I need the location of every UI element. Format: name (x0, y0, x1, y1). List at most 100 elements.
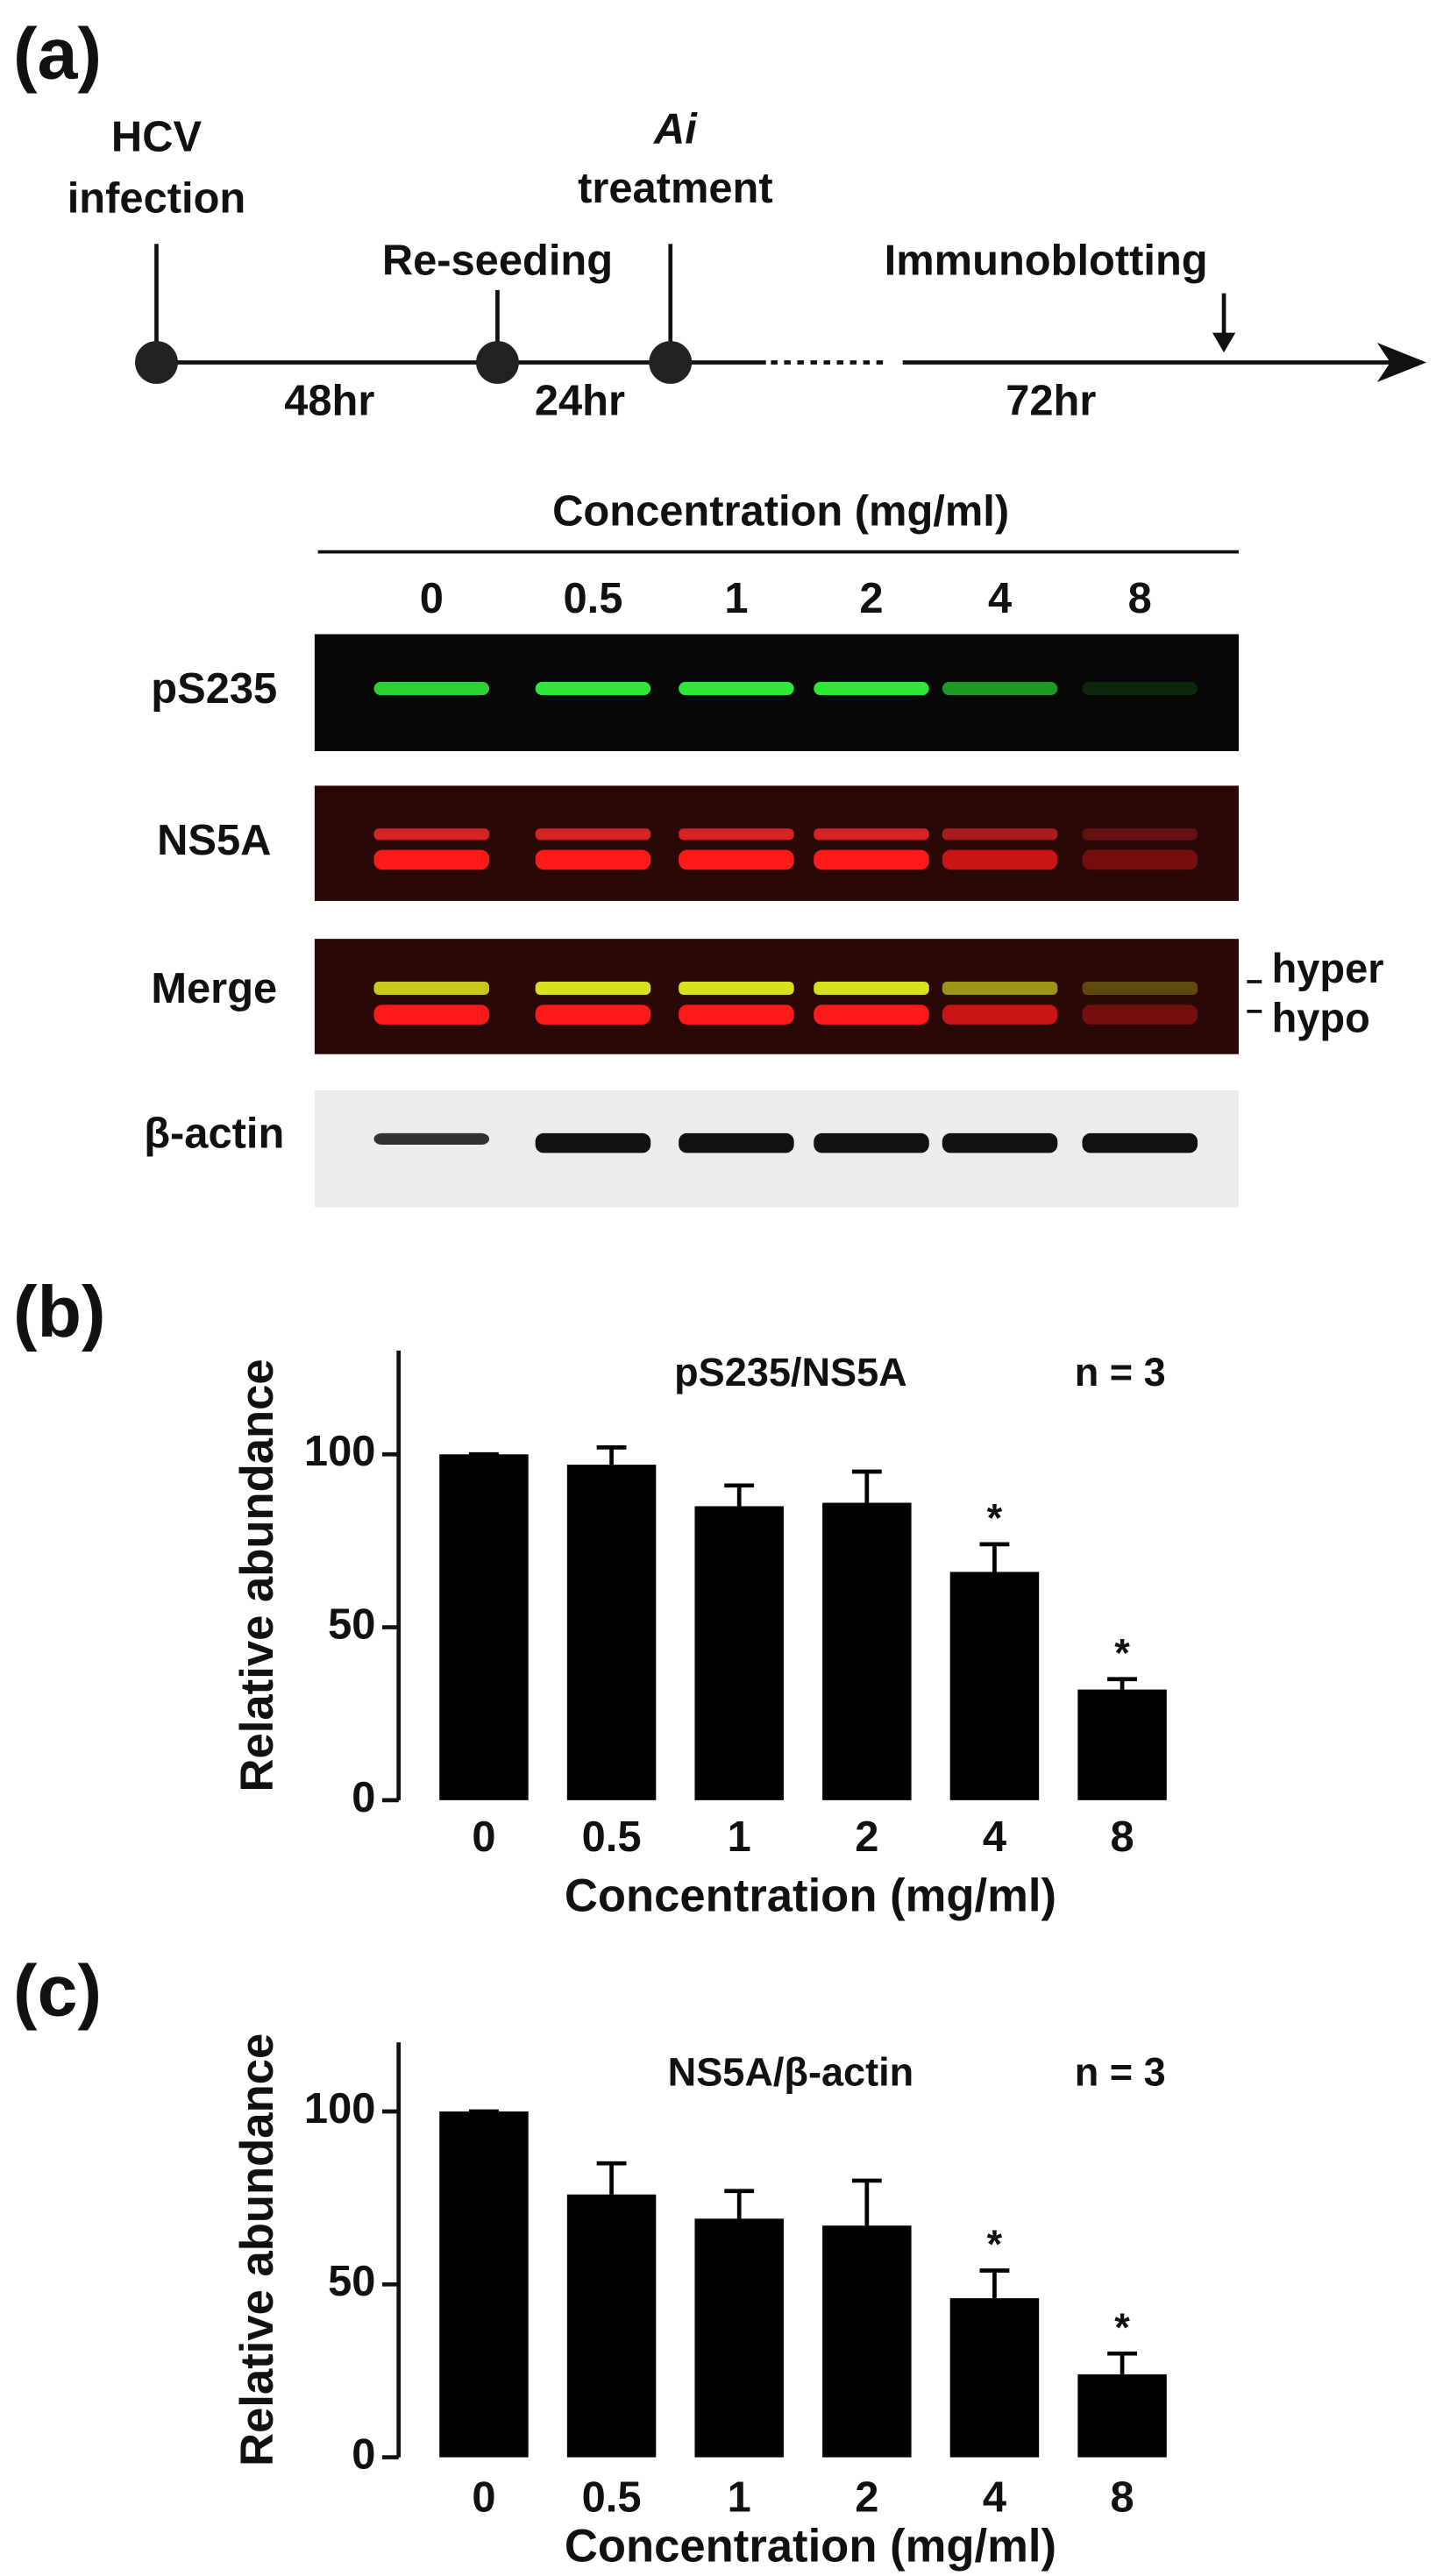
arrow-head (1212, 332, 1236, 353)
y-tick-label: 0 (352, 1774, 375, 1821)
x-tick-label: 2 (855, 2473, 878, 2521)
error-bar (851, 2178, 882, 2226)
x-tick-label: 0.5 (582, 1813, 642, 1861)
x-tick-label: 2 (855, 1813, 878, 1861)
band (679, 849, 794, 870)
lane-label: 4 (988, 575, 1012, 622)
event-label: treatment (578, 165, 773, 212)
x-tick-label: 0 (472, 1813, 495, 1861)
lane-label: 8 (1128, 575, 1152, 622)
band-label: hyper (1272, 945, 1384, 991)
event-label: infection (68, 174, 246, 222)
lane-label: 1 (724, 575, 748, 622)
event-label: Ai (653, 105, 698, 153)
band (814, 849, 929, 870)
significance-mark: * (1114, 1630, 1130, 1675)
panel-label: (b) (13, 1271, 106, 1352)
error-bar (596, 1445, 627, 1465)
band (1082, 1004, 1198, 1025)
bar (949, 2298, 1040, 2458)
band (535, 982, 651, 996)
lane-label: 2 (859, 575, 883, 622)
band (373, 1004, 490, 1025)
bar (694, 2218, 784, 2458)
band (814, 1132, 929, 1153)
band (373, 849, 490, 870)
event-label: Re-seeding (382, 238, 613, 285)
band (535, 682, 651, 696)
band (535, 1132, 651, 1153)
y-tick-label: 50 (328, 2258, 375, 2305)
bar (1077, 1689, 1167, 1800)
bar (566, 2194, 657, 2458)
blot-panel (314, 785, 1240, 901)
event-label: Immunoblotting (885, 238, 1208, 285)
band (814, 1004, 929, 1025)
row-label: pS235 (151, 665, 277, 713)
annotation: n = 3 (1075, 1350, 1166, 1394)
x-axis-label: Concentration (mg/ml) (565, 2521, 1056, 2572)
chart-title: NS5A/β-actin (668, 2050, 914, 2095)
error-bar (979, 2268, 1010, 2299)
duration-label: 48hr (284, 377, 374, 424)
x-tick-label: 1 (728, 1813, 751, 1861)
bar (566, 1465, 657, 1800)
error-bar (1107, 1677, 1137, 1690)
x-tick-label: 0.5 (582, 2473, 642, 2521)
significance-mark: * (987, 2222, 1003, 2267)
bar (439, 1454, 529, 1800)
band (942, 828, 1058, 841)
duration-label: 24hr (535, 377, 625, 424)
y-tick-label: 100 (304, 2085, 375, 2132)
bar (439, 2111, 529, 2458)
band-label: hypo (1272, 995, 1370, 1041)
bar (949, 1572, 1040, 1800)
event-label: HCV (111, 114, 203, 161)
band (942, 1004, 1058, 1025)
band (814, 682, 929, 696)
row-label: NS5A (157, 817, 271, 864)
band (373, 828, 490, 841)
y-tick-label: 0 (352, 2431, 375, 2478)
error-bar (979, 1542, 1010, 1572)
x-tick-label: 4 (983, 1813, 1006, 1861)
x-tick-label: 1 (728, 2473, 751, 2521)
lane-label: 0.5 (563, 575, 622, 622)
band (942, 682, 1058, 696)
error-bar (724, 1483, 755, 1507)
arrow-head (1376, 342, 1427, 383)
bar (822, 1502, 912, 1800)
timeline-points (135, 341, 693, 384)
band (373, 1132, 490, 1146)
y-axis-label: Relative abundance (231, 2033, 283, 2466)
panel-label: (c) (13, 1949, 102, 2031)
band (1082, 828, 1198, 841)
significance-mark: * (1114, 2305, 1130, 2350)
error-bar (596, 2161, 627, 2195)
error-bar (851, 1469, 882, 1503)
x-tick-label: 4 (983, 2473, 1006, 2521)
significance-mark: * (987, 1495, 1003, 1540)
band (1082, 1132, 1198, 1153)
band (814, 828, 929, 841)
band (679, 982, 794, 996)
bar (822, 2225, 912, 2458)
band (535, 1004, 651, 1025)
row-label: Merge (151, 965, 277, 1012)
x-tick-label: 8 (1110, 2473, 1134, 2521)
band (535, 828, 651, 841)
band (679, 1004, 794, 1025)
error-bar (724, 2189, 755, 2219)
band (679, 828, 794, 841)
bar (694, 1506, 784, 1800)
band (373, 982, 490, 996)
band (1082, 849, 1198, 870)
band (535, 849, 651, 870)
x-axis-label: Concentration (mg/ml) (565, 1870, 1056, 1921)
band (373, 682, 490, 696)
blot-panel (314, 939, 1240, 1054)
band (679, 682, 794, 696)
duration-label: 72hr (1006, 377, 1096, 424)
band (942, 982, 1058, 996)
